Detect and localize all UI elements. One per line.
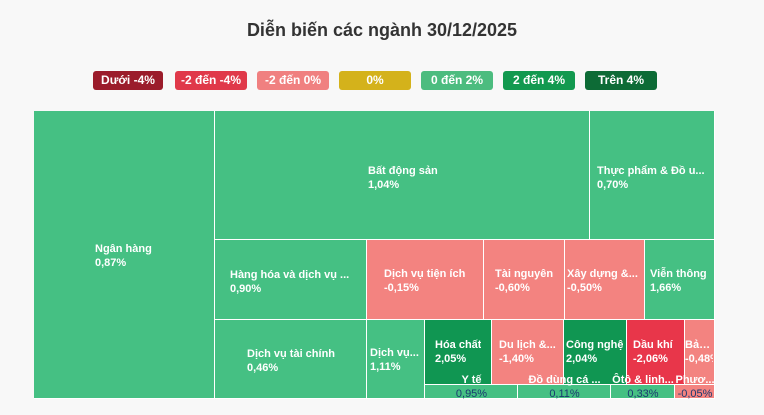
sector-name: Dầu khí [633, 339, 673, 351]
sector-change: -0,15% [384, 282, 419, 294]
sector-name: Bất động sản [368, 165, 438, 177]
sector-change: 0,87% [95, 257, 127, 269]
legend-item-0-to-2[interactable]: 0 đến 2% [421, 71, 493, 90]
sector-name: Ôtô & linh... [612, 374, 674, 386]
treemap-cell-ngan-hang[interactable]: Ngân hàng 0,87% [34, 111, 215, 399]
treemap-cell-y-te[interactable]: Y tế 0,95% [425, 374, 518, 399]
treemap-cell-label: Hàng hóa và dịch vụ ... 0,90% [230, 268, 349, 296]
sector-name: Dịch vụ tài chính [247, 348, 336, 360]
sector-change: 1,11% [370, 361, 401, 373]
legend-item-minus-2-to-0[interactable]: -2 đến 0% [257, 71, 329, 90]
treemap-cell-bao[interactable]: Bảo... -0,48% [685, 320, 715, 385]
sector-change: 1,66% [650, 282, 682, 294]
treemap-cell-label: Bảo... -0,48% [685, 338, 713, 366]
treemap-cell-label: Hóa chất 2,05% [435, 338, 481, 366]
sector-name: Phươ... [675, 374, 715, 386]
treemap-cell-du-lich[interactable]: Du lịch &... -1,40% [492, 320, 564, 385]
treemap-cell-label: Ôtô & linh... 0,33% [611, 373, 675, 399]
treemap-cell-label: Y tế 0,95% [425, 373, 518, 399]
treemap-cell-label: Ngân hàng 0,87% [95, 242, 152, 270]
treemap-cell-thuc-pham-do-u[interactable]: Thực phẩm & Đồ u... 0,70% [590, 111, 715, 240]
treemap-cell-tai-nguyen[interactable]: Tài nguyên -0,60% [484, 240, 565, 320]
sector-change: -2,06% [633, 353, 668, 365]
treemap-cell-label: Dịch vụ tài chính 0,46% [247, 347, 335, 375]
sector-name: Du lịch &... [499, 339, 556, 351]
legend-item-2-to-4[interactable]: 2 đến 4% [503, 71, 575, 90]
sector-change: -0,48% [685, 353, 713, 365]
sector-name: Thực phẩm & Đồ u... [597, 165, 705, 177]
treemap-cell-dich-vu[interactable]: Dịch vụ... 1,11% [367, 320, 425, 399]
chart-title: Diễn biến các ngành 30/12/2025 [246, 20, 518, 40]
sector-change: 0,33% [627, 388, 659, 399]
treemap-cell-phuo[interactable]: Phươ... -0,05% [675, 374, 715, 399]
sector-name: Dịch vụ... [370, 347, 419, 359]
sector-change: 0,95% [455, 388, 488, 399]
treemap-cell-bat-dong-san[interactable]: Bất động sản 1,04% [215, 111, 590, 240]
sector-name: Ngân hàng [95, 243, 152, 255]
treemap-cell-label: Dầu khí -2,06% [633, 338, 673, 366]
legend-item-above-4[interactable]: Trên 4% [585, 71, 657, 90]
treemap-cell-hoa-chat[interactable]: Hóa chất 2,05% [425, 320, 492, 385]
treemap-cell-xay-dung[interactable]: Xây dựng &... -0,50% [565, 240, 645, 320]
sector-name: Hàng hóa và dịch vụ ... [230, 269, 350, 281]
treemap-cell-label: Thực phẩm & Đồ u... 0,70% [597, 164, 705, 192]
sector-change: 0,90% [230, 283, 262, 295]
sector-name: Công nghệ [566, 339, 624, 351]
sector-change: 0,70% [597, 179, 629, 191]
sector-change: 0,46% [247, 362, 279, 374]
treemap-cell-label: Viễn thông 1,66% [650, 267, 707, 295]
treemap-cell-label: Công nghệ 2,04% [566, 338, 623, 366]
treemap-cell-do-dung-ca[interactable]: Đồ dùng cá ... 0,11% [518, 374, 611, 399]
sector-change: 2,05% [435, 353, 467, 365]
legend-item-below-minus-4[interactable]: Dưới -4% [93, 71, 163, 90]
treemap-cell-vien-thong[interactable]: Viễn thông 1,66% [645, 240, 715, 320]
sector-change: 2,04% [566, 353, 598, 365]
treemap-cell-dau-khi[interactable]: Dầu khí -2,06% [627, 320, 685, 385]
treemap-cell-cong-nghe[interactable]: Công nghệ 2,04% [564, 320, 627, 385]
sector-change: -0,50% [567, 282, 602, 294]
sector-name: Xây dựng &... [567, 268, 638, 280]
sector-change: 1,04% [368, 179, 400, 191]
sector-name: Đồ dùng cá ... [528, 374, 601, 386]
treemap-cell-dich-vu-tai-chinh[interactable]: Dịch vụ tài chính 0,46% [215, 320, 367, 399]
treemap-cell-oto-linh[interactable]: Ôtô & linh... 0,33% [611, 374, 675, 399]
treemap-cell-hang-hoa-va-dich-vu[interactable]: Hàng hóa và dịch vụ ... 0,90% [215, 240, 367, 320]
treemap-cell-label: Dịch vụ tiện ích -0,15% [384, 267, 465, 295]
treemap-cell-label: Đồ dùng cá ... 0,11% [518, 373, 611, 399]
sector-treemap: Ngân hàng 0,87% Bất động sản 1,04% Thực phẩm… [34, 111, 715, 399]
sector-name: Hóa chất [435, 339, 482, 351]
sector-name: Y tế [461, 374, 482, 386]
treemap-cell-label: Du lịch &... -1,40% [499, 338, 556, 366]
treemap-cell-dich-vu-tien-ich[interactable]: Dịch vụ tiện ích -0,15% [367, 240, 484, 320]
sector-change: -0,60% [495, 282, 530, 294]
sector-name: Viễn thông [650, 268, 707, 280]
legend-item-zero[interactable]: 0% [339, 71, 411, 90]
sector-change: 0,11% [549, 388, 580, 399]
sector-change: -1,40% [499, 353, 534, 365]
treemap-cell-label: Xây dựng &... -0,50% [567, 267, 638, 295]
sector-name: Tài nguyên [495, 268, 554, 280]
sector-name: Dịch vụ tiện ích [384, 268, 466, 280]
treemap-cell-label: Tài nguyên -0,60% [495, 267, 553, 295]
sector-name: Bảo... [685, 339, 713, 351]
sector-change: -0,05% [677, 388, 713, 399]
legend-item-minus-2-to-minus-4[interactable]: -2 đến -4% [175, 71, 247, 90]
treemap-cell-label: Dịch vụ... 1,11% [370, 346, 419, 374]
treemap-cell-label: Bất động sản 1,04% [368, 164, 438, 192]
treemap-cell-label: Phươ... -0,05% [675, 373, 715, 399]
